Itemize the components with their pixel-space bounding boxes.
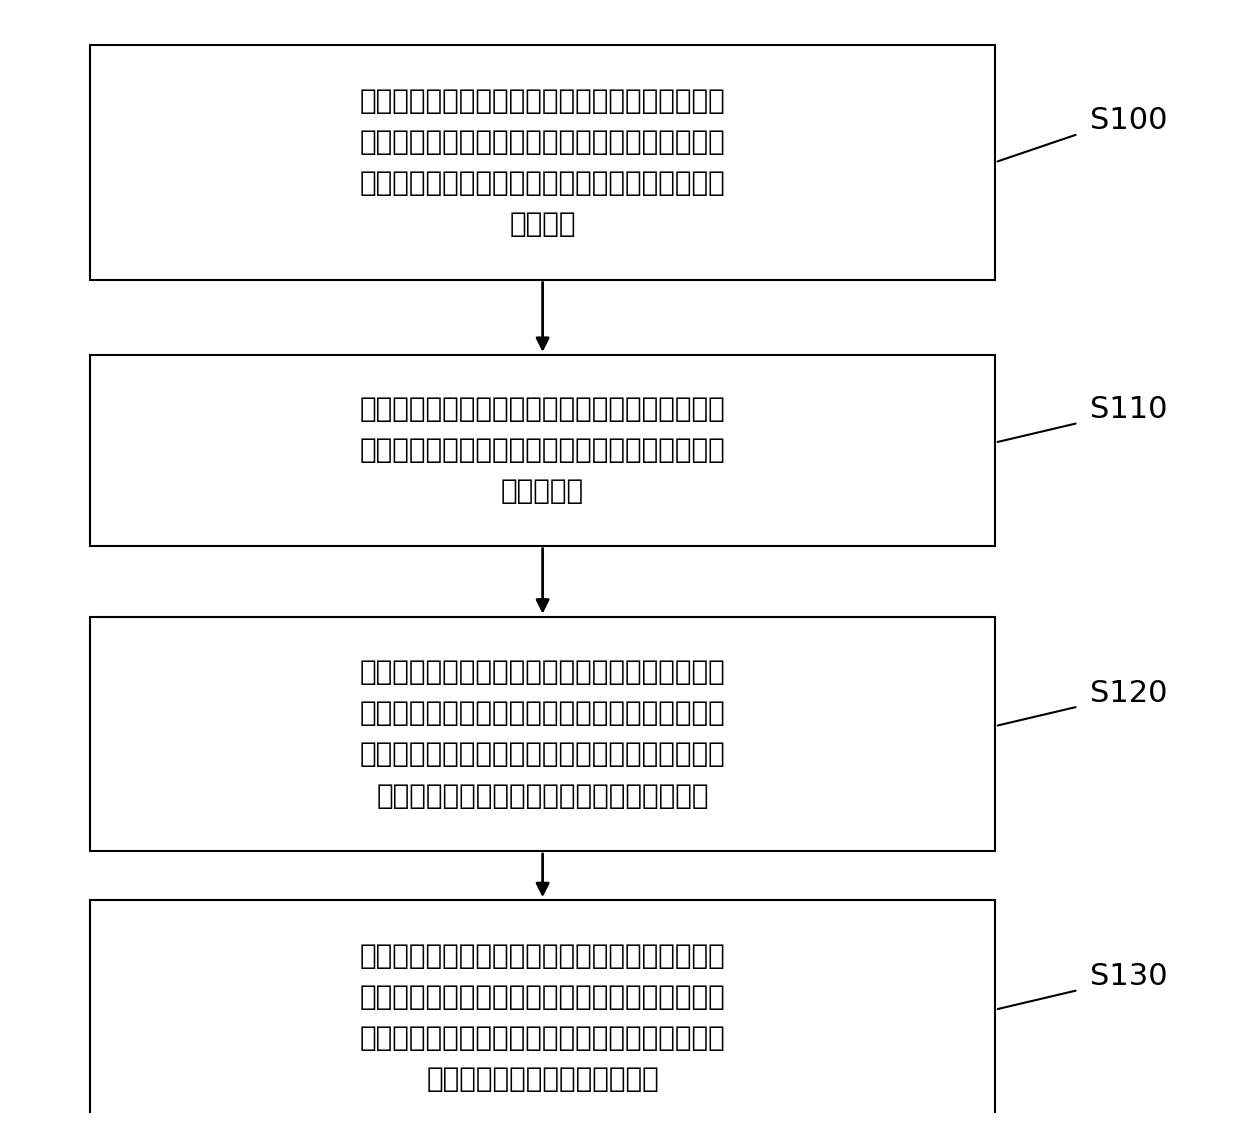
Text: S110: S110	[1090, 395, 1168, 425]
Text: S130: S130	[1090, 962, 1168, 992]
Bar	[91, 354, 994, 545]
Text: 将指定地区电力系统划分为不同的子系统及指定地
区系统，并确定位于各子系统中相邻两子系统连接
线上的边界节点和非位于相邻两子系统连接线上的
内部节点: 将指定地区电力系统划分为不同的子系统及指定地 区系统，并确定位于各子系统中相邻两…	[360, 86, 725, 239]
Text: S120: S120	[1090, 679, 1168, 708]
Bar	[91, 900, 994, 1135]
Bar	[91, 45, 994, 279]
Bar	[91, 617, 994, 851]
Text: 根据边界节点的初步估计值及连接线量测数据，利
用线性协调估计方法计算边界节点的协调状态估计
，并将内部节点的状态估计及边界节点的协调状态
估计作为地区电力系统状: 根据边界节点的初步估计值及连接线量测数据，利 用线性协调估计方法计算边界节点的协…	[360, 942, 725, 1093]
Text: 获取各子系统中的内部节点的内部量测数据，边界
节点的边界量测数据，及边界节点上连接线的连接
线量测数据: 获取各子系统中的内部节点的内部量测数据，边界 节点的边界量测数据，及边界节点上连…	[360, 395, 725, 506]
Text: 根据内部量测数据及边界量测数据，利用快速解耦
估计方法计算各子系统中的内部节点的状态估计及
边界节点的初步估计值，并将内部节点的状态估计
及边界节点的初步估计值: 根据内部量测数据及边界量测数据，利用快速解耦 估计方法计算各子系统中的内部节点的…	[360, 658, 725, 810]
Text: S100: S100	[1090, 107, 1168, 135]
